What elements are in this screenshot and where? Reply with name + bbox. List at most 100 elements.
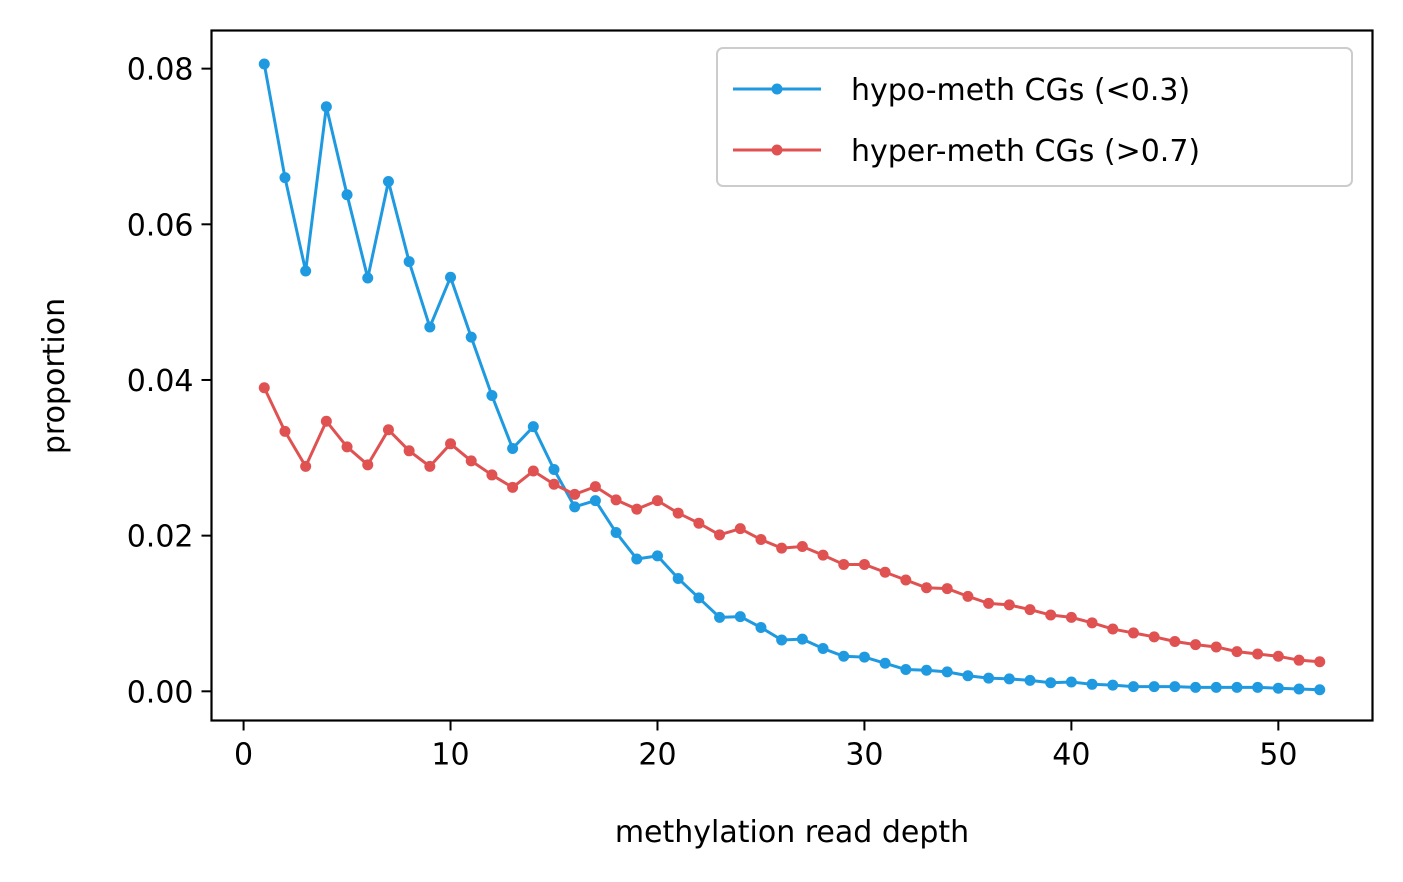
data-point: [486, 469, 498, 481]
data-point: [1169, 681, 1181, 693]
y-tick-label: 0.02: [127, 520, 194, 555]
data-point: [258, 382, 270, 394]
data-point: [1127, 627, 1139, 639]
data-point: [1107, 623, 1119, 635]
data-point: [548, 463, 560, 475]
data-point: [858, 651, 870, 663]
data-point: [796, 541, 808, 553]
x-axis: 0 10 20 30 40 50: [234, 720, 1297, 773]
data-point: [403, 445, 415, 457]
x-tick-label: 40: [1052, 738, 1090, 773]
data-point: [465, 331, 477, 343]
data-point: [424, 460, 436, 472]
data-point: [1148, 681, 1160, 693]
data-point: [382, 175, 394, 187]
data-point: [527, 421, 539, 433]
data-point: [1045, 677, 1057, 689]
data-point: [734, 611, 746, 623]
data-point: [1024, 674, 1036, 686]
y-tick-label: 0.00: [127, 675, 194, 710]
data-point: [610, 527, 622, 539]
data-point: [838, 650, 850, 662]
data-point: [1190, 681, 1202, 693]
data-point: [1148, 631, 1160, 643]
data-point: [921, 664, 933, 676]
data-point: [320, 101, 332, 113]
data-point: [1086, 617, 1098, 629]
x-tick-label: 50: [1259, 738, 1297, 773]
data-point: [941, 666, 953, 678]
data-point: [879, 657, 891, 669]
data-point: [362, 459, 374, 471]
data-point: [651, 495, 663, 507]
data-point: [445, 438, 457, 450]
data-point: [962, 590, 974, 602]
data-point: [693, 517, 705, 529]
legend-label: hypo-meth CGs (<0.3): [851, 73, 1190, 108]
data-point: [776, 542, 788, 554]
data-point: [1169, 635, 1181, 647]
data-point: [569, 501, 581, 513]
data-point: [1272, 682, 1284, 694]
legend-entries: hypo-meth CGs (<0.3) hyper-meth CGs (>0.7…: [733, 73, 1200, 169]
data-point: [1252, 648, 1264, 660]
data-point: [1252, 681, 1264, 693]
data-point: [589, 481, 601, 493]
data-point: [486, 390, 498, 402]
data-point: [817, 643, 829, 655]
data-point: [714, 529, 726, 541]
data-point: [983, 597, 995, 609]
data-point: [1024, 604, 1036, 616]
data-point: [1086, 678, 1098, 690]
plot-frame: [210, 29, 1374, 722]
data-point: [714, 611, 726, 623]
data-point: [1293, 654, 1305, 666]
y-tick-label: 0.04: [127, 364, 194, 399]
series-line: [262, 387, 1320, 664]
data-point: [1065, 611, 1077, 623]
y-tick-label: 0.08: [127, 53, 194, 88]
legend-marker: [771, 83, 783, 95]
data-point: [796, 633, 808, 645]
y-axis-label: proportion: [37, 298, 72, 454]
series-line: [262, 63, 1320, 692]
data-point: [300, 265, 312, 277]
data-point: [755, 621, 767, 633]
data-point: [279, 172, 291, 184]
data-point: [858, 558, 870, 570]
legend: hypo-meth CGs (<0.3) hyper-meth CGs (>0.7…: [716, 47, 1353, 187]
data-point: [672, 507, 684, 519]
data-point: [1003, 599, 1015, 611]
data-point: [320, 415, 332, 427]
data-point: [1272, 650, 1284, 662]
data-point: [651, 550, 663, 562]
data-point: [445, 271, 457, 283]
data-point: [1293, 683, 1305, 695]
data-point: [693, 592, 705, 604]
data-point: [507, 481, 519, 493]
data-point: [258, 58, 270, 70]
data-point: [465, 455, 477, 467]
data-point: [1065, 676, 1077, 688]
data-point: [527, 465, 539, 477]
data-point: [817, 549, 829, 561]
data-point: [900, 574, 912, 586]
series-hyper-meth: [258, 382, 1326, 668]
data-point: [589, 495, 601, 507]
data-point: [838, 558, 850, 570]
data-point: [382, 424, 394, 436]
data-point: [548, 478, 560, 490]
data-point: [507, 442, 519, 454]
x-tick-label: 0: [234, 738, 253, 773]
legend-frame: [716, 47, 1353, 187]
data-point: [1210, 641, 1222, 653]
data-point: [900, 664, 912, 676]
data-point: [279, 425, 291, 437]
data-point: [341, 441, 353, 453]
data-point: [921, 582, 933, 594]
series-hypo-meth: [258, 58, 1326, 696]
y-tick-label: 0.06: [127, 208, 194, 243]
data-point: [755, 534, 767, 546]
x-tick-label: 10: [431, 738, 469, 773]
